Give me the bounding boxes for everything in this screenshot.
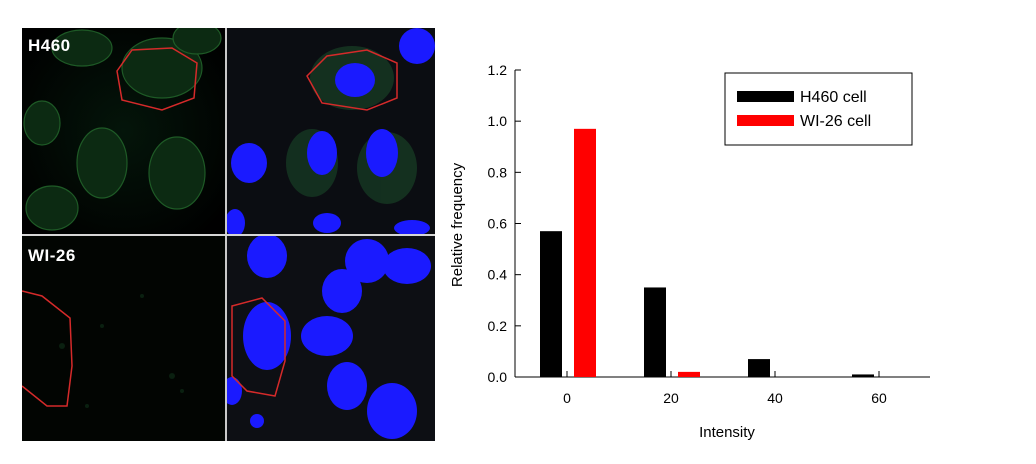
legend: H460 cell WI-26 cell [724, 72, 913, 146]
wi26-cell-outline [22, 290, 73, 407]
h460-nuclei [227, 28, 435, 234]
h460-green-cells [23, 28, 222, 231]
wi26-nuclei [227, 236, 431, 439]
x-tick-label: 0 [563, 390, 571, 406]
x-tick-label: 40 [767, 390, 783, 406]
legend-swatch [737, 115, 794, 126]
y-tick-label: 1.0 [488, 113, 508, 129]
bar-h460-cell-20 [644, 287, 666, 377]
bar-h460-cell-40 [748, 359, 770, 377]
y-tick-label: 0.6 [488, 216, 508, 232]
bar-h460-cell-0 [540, 231, 562, 377]
x-axis-title: Intensity [699, 424, 755, 441]
legend-swatch [737, 91, 794, 102]
y-tick-label: 0.4 [488, 267, 508, 283]
bar-wi-26-cell-20 [678, 371, 700, 377]
bar-h460-cell-60 [852, 374, 874, 377]
y-axis: 0.0 0.2 0.4 0.6 0.8 1.0 1.2 [488, 62, 521, 385]
wi26-merge-outline [231, 297, 286, 397]
y-tick-label: 1.2 [488, 62, 508, 78]
bars [540, 128, 874, 377]
wi26-green-cells [22, 290, 184, 408]
x-tick-label: 20 [663, 390, 679, 406]
h460-green-channel-image: H460 [22, 28, 225, 234]
y-tick-label: 0.0 [488, 369, 508, 385]
h460-cell-outline [116, 47, 198, 111]
h460-merge-outline [306, 49, 398, 111]
h460-merged-image [227, 28, 435, 234]
h460-label: H460 [28, 36, 71, 55]
microscopy-image-panel: H460 [22, 28, 435, 441]
legend-label: H460 cell [800, 89, 867, 106]
y-axis-title: Relative frequency [449, 162, 466, 287]
wi26-label: WI-26 [28, 246, 76, 265]
wi26-merged-image [227, 236, 435, 441]
legend-box [724, 72, 913, 146]
wi26-green-channel-image: WI-26 [22, 236, 225, 441]
intensity-histogram-chart: 0.00.20.40.60.81.01.2 0 20 40 60 Intensity … [449, 62, 930, 441]
panel-horizontal-divider [22, 234, 435, 236]
y-tick-label: 0.2 [488, 318, 508, 334]
x-tick-label: 60 [871, 390, 887, 406]
bar-wi-26-cell-0 [574, 128, 596, 377]
legend-label: WI-26 cell [800, 113, 871, 130]
y-tick-label: 0.8 [488, 164, 508, 180]
